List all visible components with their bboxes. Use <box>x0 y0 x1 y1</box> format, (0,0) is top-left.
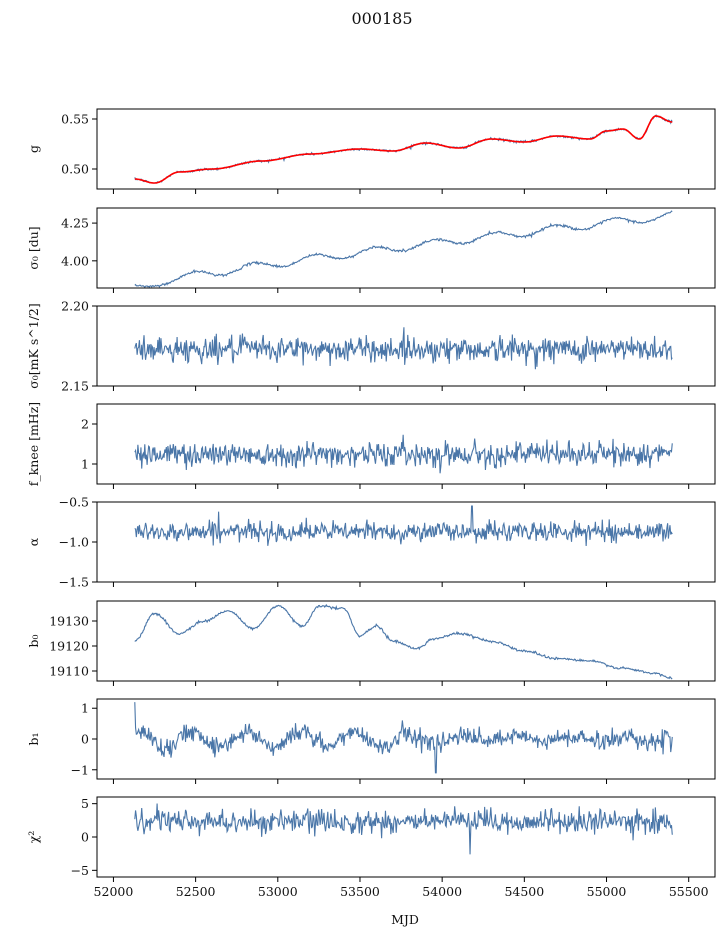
x-axis-label: MJD <box>391 912 419 927</box>
y-tick-label-sigma0_mK-1: 2.20 <box>61 299 89 314</box>
series-line-b0 <box>134 603 673 680</box>
x-tick-label-2: 53000 <box>258 884 298 899</box>
y-tick-label-b1-2: 1 <box>81 701 89 716</box>
y-axis-label-alpha: α <box>26 537 41 546</box>
y-axis-label-fknee: f_knee [mHz] <box>26 402 41 486</box>
panel-frame-g <box>96 108 716 190</box>
panel-frame-fknee <box>96 403 716 485</box>
series-line-sigma0_mK <box>134 327 673 370</box>
panel-frame-chi2 <box>96 796 716 878</box>
x-tick-label-6: 55000 <box>587 884 627 899</box>
x-tick-label-0: 52000 <box>94 884 134 899</box>
y-tick-label-b1-1: 0 <box>81 732 89 747</box>
y-axis-label-g: g <box>26 145 41 153</box>
y-axis-label-b1: b₁ <box>26 732 41 745</box>
x-tick-label-1: 52500 <box>176 884 216 899</box>
y-tick-label-alpha-2: −0.5 <box>59 495 89 510</box>
y-tick-label-chi2-0: −5 <box>71 863 89 878</box>
figure-title: 000185 <box>351 9 412 28</box>
y-tick-label-b0-0: 19110 <box>49 664 89 679</box>
y-tick-label-b0-2: 19130 <box>49 614 89 629</box>
y-axis-label-sigma0_du: σ₀ [du] <box>26 226 41 269</box>
panel-frame-alpha <box>96 501 716 583</box>
series-line-fknee <box>134 434 673 474</box>
y-axis-label-chi2: χ² <box>26 831 41 844</box>
x-tick-label-4: 54000 <box>422 884 462 899</box>
x-tick-label-5: 54500 <box>504 884 544 899</box>
y-tick-label-g-0: 0.50 <box>61 162 89 177</box>
series-line-chi2 <box>134 803 673 855</box>
y-axis-label-b0: b₀ <box>26 634 41 647</box>
panels-group: 0.50 0.55 g 4.00 4.25 σ₀ [du] 2.15 2.20 σ₀[mK s^… <box>26 108 716 899</box>
series-line-b1 <box>134 702 673 774</box>
model-line-g <box>134 115 673 184</box>
y-tick-label-g-1: 0.55 <box>61 112 89 127</box>
y-tick-label-fknee-0: 1 <box>81 457 89 472</box>
panel-frame-b0 <box>96 600 716 682</box>
x-tick-label-7: 55500 <box>669 884 709 899</box>
panel-frame-sigma0_mK <box>96 305 716 387</box>
y-axis-label-sigma0_mK: σ₀[mK s^1/2] <box>26 303 41 388</box>
y-tick-label-sigma0_mK-0: 2.15 <box>61 379 89 394</box>
panel-frame-sigma0_du <box>96 207 716 289</box>
y-tick-label-chi2-1: 0 <box>81 830 89 845</box>
y-tick-label-sigma0_du-1: 4.25 <box>61 216 89 231</box>
y-tick-label-fknee-1: 2 <box>81 417 89 432</box>
y-tick-label-alpha-0: −1.5 <box>59 575 89 590</box>
y-tick-label-b0-1: 19120 <box>49 639 89 654</box>
y-tick-label-alpha-1: −1.0 <box>59 535 89 550</box>
y-tick-label-b1-0: −1 <box>71 762 89 777</box>
y-tick-label-chi2-2: 5 <box>81 796 89 811</box>
series-line-alpha <box>134 505 673 547</box>
series-line-sigma0_du <box>134 210 673 288</box>
x-tick-label-3: 53500 <box>340 884 380 899</box>
y-tick-label-sigma0_du-0: 4.00 <box>61 253 89 268</box>
